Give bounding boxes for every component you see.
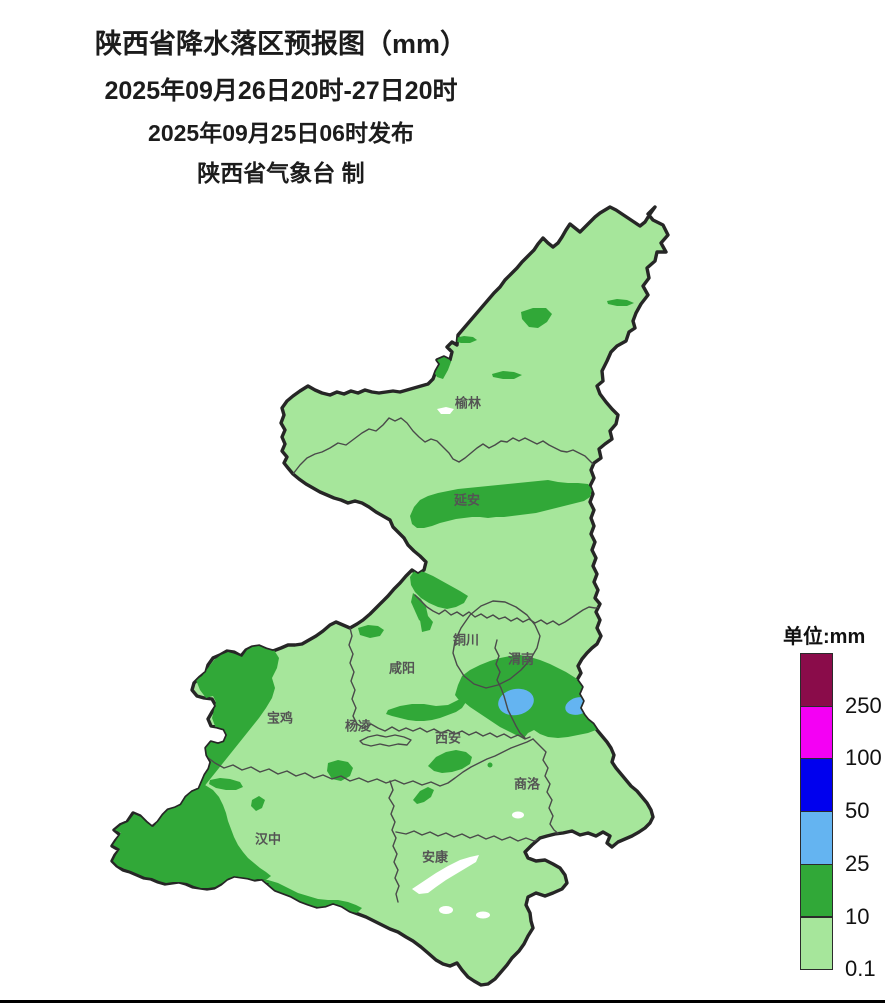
no-rain-layer (412, 407, 524, 919)
city-label-商洛: 商洛 (514, 777, 541, 792)
city-label-汉中: 汉中 (255, 832, 281, 847)
bottom-border-line (0, 1000, 885, 1003)
city-label-西安: 西安 (435, 731, 461, 746)
issuing-agency: 陕西省气象台 制 (197, 160, 365, 186)
city-label-杨凌: 杨凌 (345, 719, 372, 734)
precip-10-25mm-layer (113, 299, 634, 913)
city-label-延安: 延安 (453, 493, 480, 508)
city-label-铜川: 铜川 (452, 633, 479, 648)
city-label-安康: 安康 (422, 850, 449, 865)
title-block: 陕西省降水落区预报图（mm） 2025年09月26日20时-27日20时 202… (0, 28, 562, 187)
city-label-榆林: 榆林 (455, 396, 481, 411)
forecast-period: 2025年09月26日20时-27日20时 (104, 77, 458, 105)
map-title: 陕西省降水落区预报图（mm） (94, 29, 467, 59)
city-label-宝鸡: 宝鸡 (267, 711, 293, 726)
issue-time: 2025年09月25日06时发布 (148, 120, 414, 146)
city-label-渭南: 渭南 (508, 652, 534, 667)
district-boundaries (206, 417, 601, 903)
city-label-咸阳: 咸阳 (389, 661, 415, 676)
